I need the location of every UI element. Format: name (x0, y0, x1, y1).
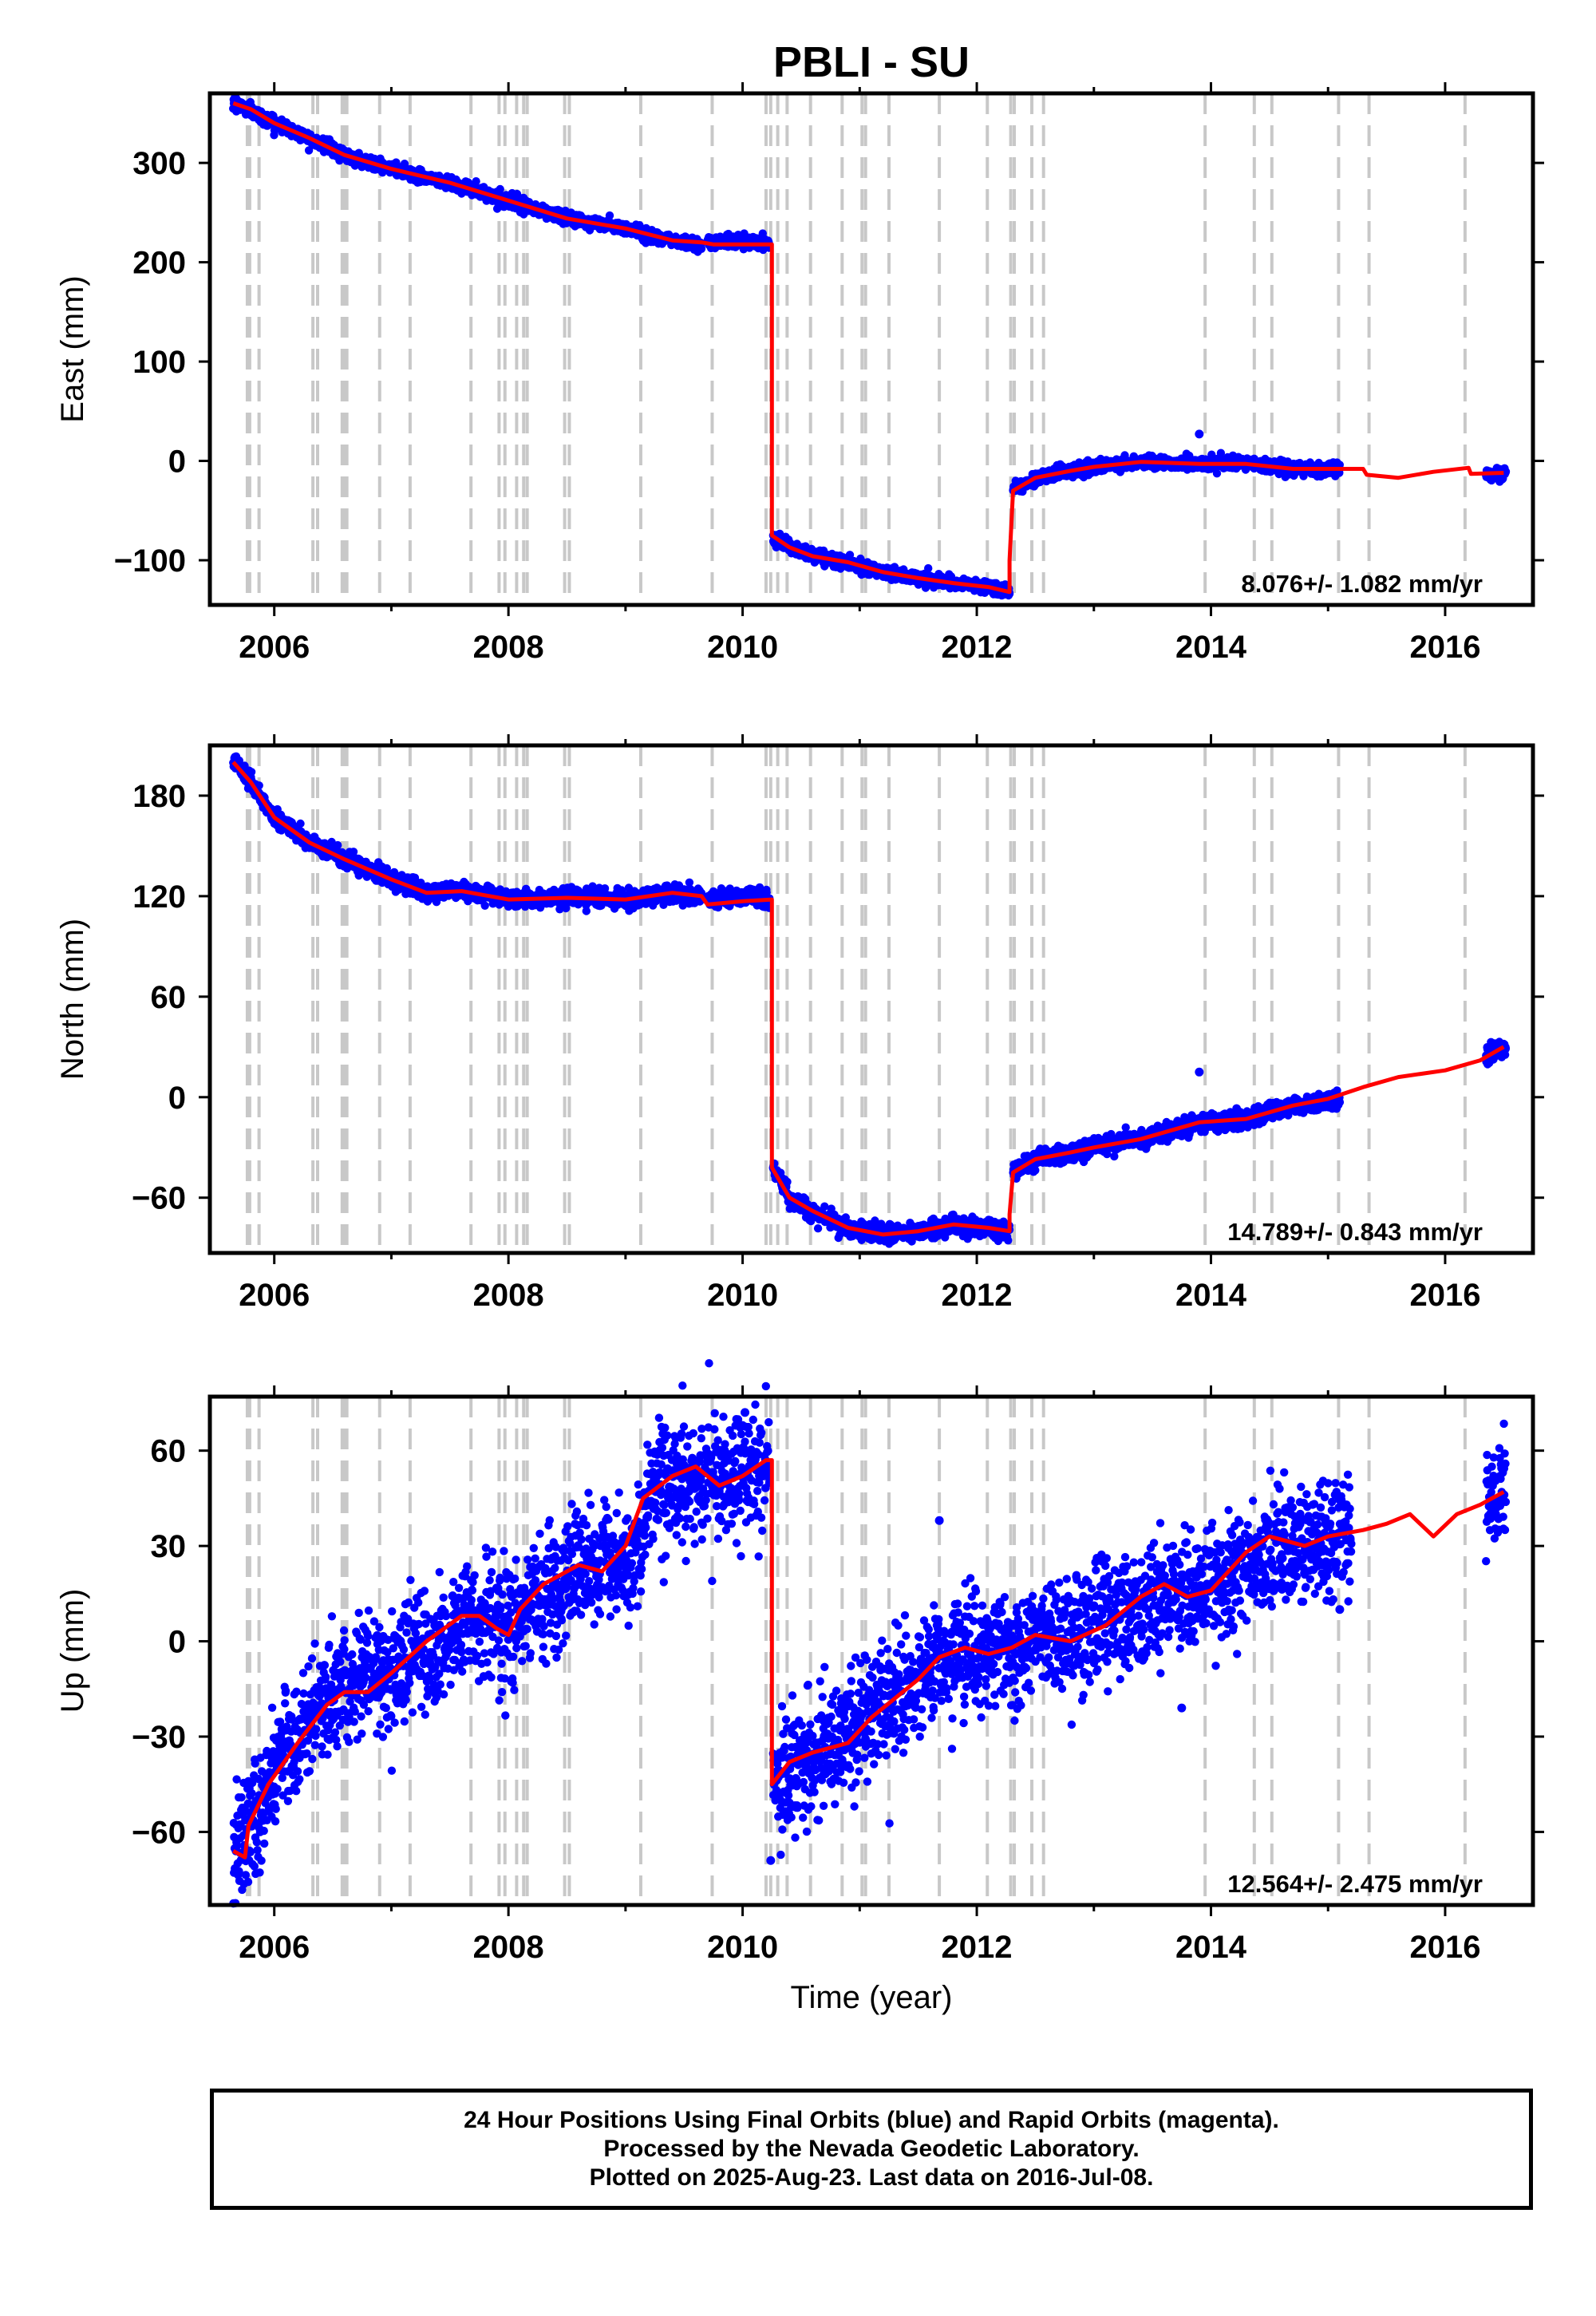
east-data-point (697, 244, 706, 253)
east-y-axis-label: East (mm) (55, 275, 90, 422)
east-x-tick-label: 2010 (707, 630, 778, 665)
north-data-point (582, 907, 591, 915)
east-x-tick-label: 2016 (1409, 630, 1480, 665)
east-outlier-point (1195, 429, 1204, 439)
east-x-tick-label: 2006 (239, 630, 310, 665)
east-x-tick-label: 2008 (473, 630, 544, 665)
east-rate-label: 8.076+/- 1.082 mm/yr (1242, 570, 1483, 598)
east-data-point (605, 211, 614, 220)
east-panel: 2006 2008 2010 2012 2014 2016 −100 0 100 200 300 E… (55, 82, 1544, 665)
east-data-point (1212, 469, 1222, 478)
east-y-tick-label: 100 (132, 345, 186, 380)
east-data-point (472, 177, 480, 186)
east-x-tick-label: 2012 (942, 630, 1013, 665)
east-data-point (304, 146, 314, 155)
east-y-tick-label: 300 (132, 146, 186, 181)
north-data-point (334, 840, 342, 850)
east-y-tick-label: 0 (168, 445, 186, 480)
east-event-lines (245, 93, 1467, 605)
east-data-point (496, 184, 504, 194)
east-x-tick-label: 2014 (1175, 630, 1247, 665)
east-y-tick-label: 200 (132, 246, 186, 281)
east-y-tick-label: −100 (114, 543, 186, 579)
east-model-polyline (232, 101, 1504, 595)
east-model-line (232, 101, 1504, 595)
north-data-point (296, 819, 305, 828)
east-observation-points (229, 93, 1511, 600)
north-data-point (480, 901, 489, 911)
east-data-point (924, 563, 933, 573)
north-event-lines (245, 745, 1467, 1253)
north-data-point (247, 768, 256, 777)
figure-title: PBLI - SU (773, 38, 970, 86)
north-observation-points (229, 752, 1511, 1248)
